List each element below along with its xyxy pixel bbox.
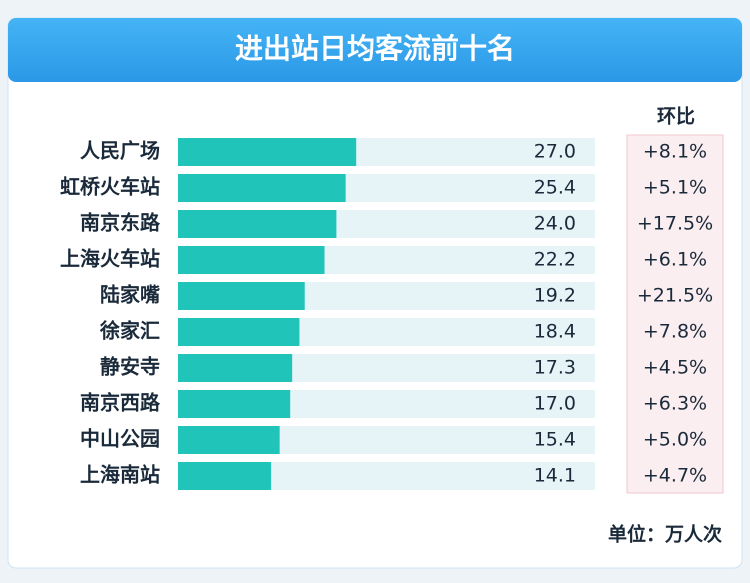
category-label: 虹桥火车站 (60, 175, 160, 199)
change-label: +4.7% (643, 465, 707, 487)
category-label: 上海火车站 (60, 247, 160, 271)
chart-title: 进出站日均客流前十名 (235, 32, 515, 65)
value-label: 17.0 (534, 393, 576, 415)
bar (178, 426, 280, 454)
category-label: 静安寺 (100, 355, 160, 379)
bar (178, 318, 300, 346)
change-header: 环比 (657, 106, 695, 128)
value-label: 19.2 (534, 285, 576, 307)
category-label: 陆家嘴 (100, 283, 160, 307)
title-banner (8, 18, 742, 82)
bar (178, 390, 291, 418)
change-label: +4.5% (643, 357, 707, 379)
category-label: 南京西路 (80, 391, 161, 415)
bar (178, 246, 325, 274)
category-label: 徐家汇 (99, 319, 160, 343)
bar (178, 462, 272, 490)
change-label: +7.8% (643, 321, 707, 343)
value-label: 18.4 (534, 321, 576, 343)
change-label: +6.1% (643, 249, 707, 271)
bar (178, 282, 305, 310)
change-column (626, 134, 724, 494)
value-label: 25.4 (534, 177, 576, 199)
value-label: 17.3 (534, 357, 576, 379)
category-label: 南京东路 (80, 211, 161, 235)
change-label: +5.0% (643, 429, 707, 451)
category-label: 上海南站 (80, 463, 160, 487)
value-label: 27.0 (534, 141, 576, 163)
bar (178, 210, 337, 238)
change-label: +17.5% (637, 213, 713, 235)
value-label: 14.1 (534, 465, 576, 487)
value-label: 24.0 (534, 213, 576, 235)
bar (178, 174, 346, 202)
change-label: +8.1% (643, 141, 707, 163)
change-label: +6.3% (643, 393, 707, 415)
unit-label: 单位：万人次 (608, 523, 722, 546)
bar (178, 354, 293, 382)
change-label: +5.1% (643, 177, 707, 199)
change-label: +21.5% (637, 285, 713, 307)
bar (178, 138, 357, 166)
value-label: 15.4 (534, 429, 576, 451)
category-label: 人民广场 (80, 139, 160, 163)
category-label: 中山公园 (80, 427, 160, 451)
value-label: 22.2 (534, 249, 576, 271)
